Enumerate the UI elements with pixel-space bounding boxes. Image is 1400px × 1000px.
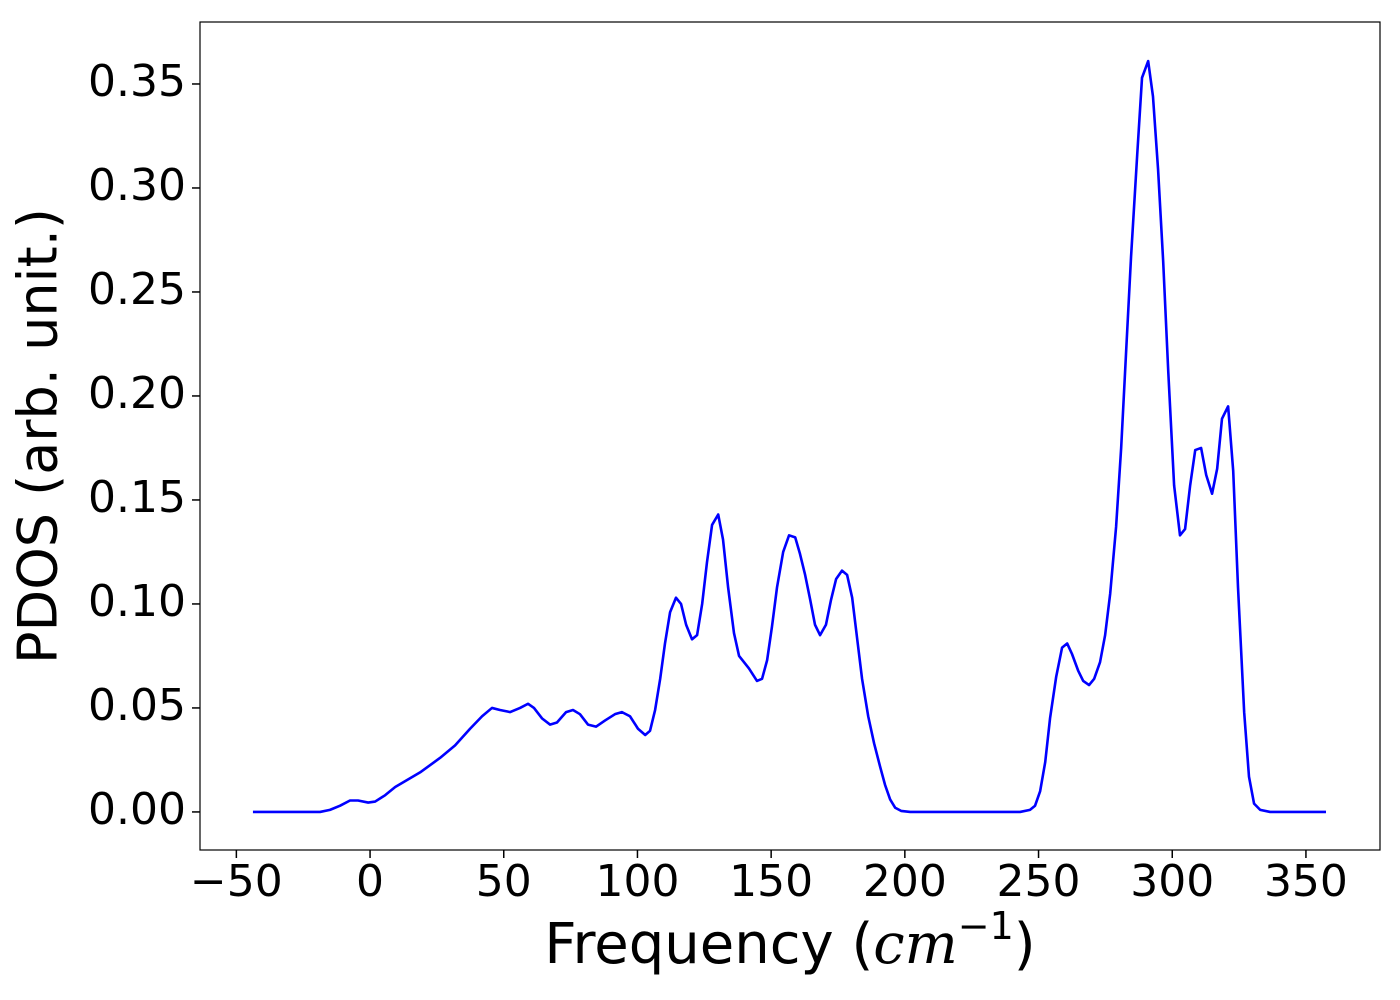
x-tick-label: 50: [476, 856, 532, 907]
x-label-exponent: −1: [958, 904, 1014, 948]
x-label-unit: cm: [873, 912, 957, 977]
x-label-close: ): [1014, 912, 1036, 977]
y-tick-label: 0.15: [88, 472, 186, 523]
y-tick-label: 0.30: [88, 160, 186, 211]
x-label-text: Frequency (: [544, 912, 873, 977]
y-tick-label: 0.20: [88, 368, 186, 419]
x-tick-label: 350: [1264, 856, 1348, 907]
y-tick-label: 0.05: [88, 680, 186, 731]
line-series: [252, 59, 1326, 814]
x-tick-label: 100: [595, 856, 679, 907]
x-tick-label: 200: [863, 856, 947, 907]
plot-frame: [199, 21, 1381, 851]
x-tick-label: 300: [1130, 856, 1214, 907]
x-tick-label: 250: [997, 856, 1081, 907]
x-axis-label: Frequency (cm−1): [544, 904, 1035, 978]
x-tick-label: 0: [356, 856, 384, 907]
x-tick-label: −50: [190, 856, 283, 907]
y-tick-label: 0.35: [88, 56, 186, 107]
y-tick-label: 0.25: [88, 264, 186, 315]
x-tick-label: 150: [729, 856, 813, 907]
y-axis-label: PDOS (arb. unit.): [7, 208, 70, 664]
y-tick-label: 0.00: [88, 784, 186, 835]
y-tick-label: 0.10: [88, 576, 186, 627]
